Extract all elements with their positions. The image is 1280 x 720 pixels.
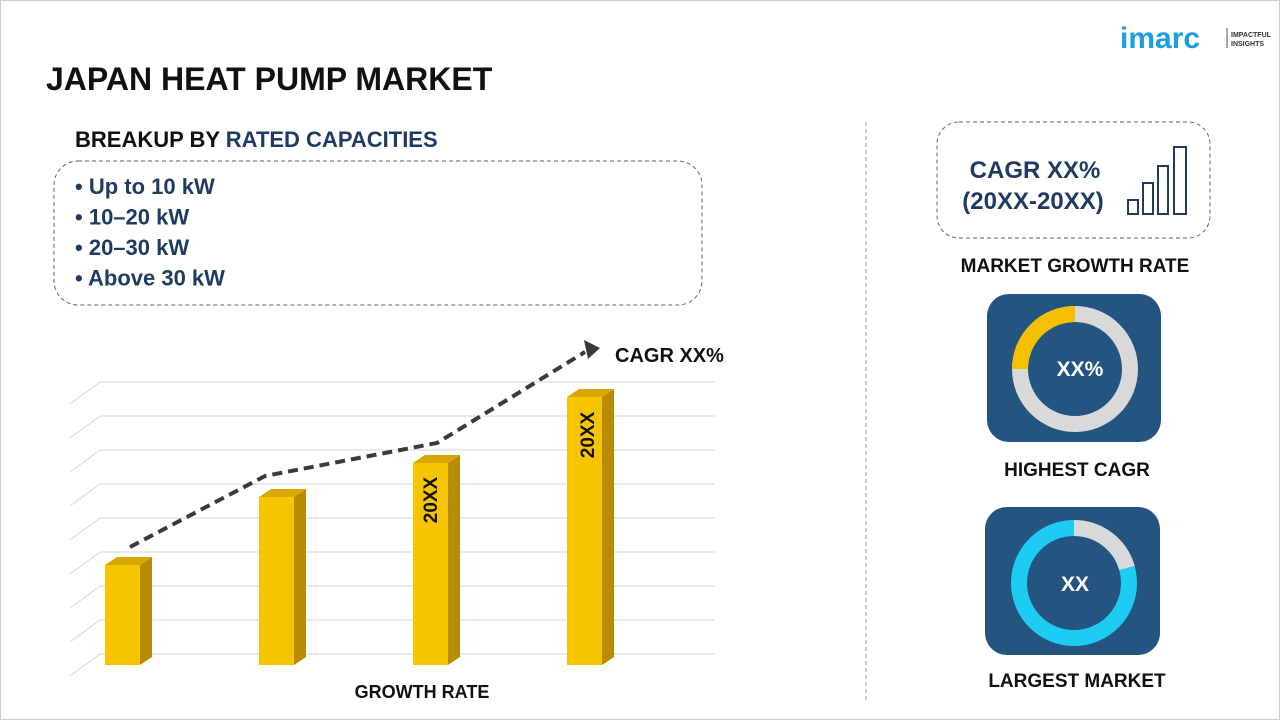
bar (567, 397, 602, 665)
bar-side (140, 557, 152, 665)
bullet: • (75, 266, 88, 291)
cagr-label: CAGR XX% (615, 345, 724, 367)
growth-caption: MARKET GROWTH RATE (961, 256, 1190, 277)
bar-top (259, 489, 306, 497)
breakup-highlight: RATED CAPACITIES (226, 127, 438, 152)
breakup-prefix: BREAKUP BY (75, 127, 220, 152)
bullet: • (75, 235, 89, 260)
grid-line (69, 449, 715, 473)
largest-value: XX (1061, 573, 1089, 596)
grid-line (69, 585, 715, 609)
highest-value: XX% (1057, 358, 1104, 381)
bar-top (567, 389, 614, 397)
bullet: • (75, 205, 89, 230)
axis-label: GROWTH RATE (355, 682, 490, 702)
breakup-box (53, 160, 703, 306)
breakup-item: • Up to 10 kW (75, 174, 215, 199)
bullet: • (75, 174, 89, 199)
donut-gap (1073, 519, 1135, 571)
bar-side (602, 389, 614, 665)
bar-label: 20XX (578, 411, 599, 458)
growth-icon (1127, 146, 1187, 215)
grid-line (69, 381, 715, 405)
breakup-item: • 10–20 kW (75, 205, 189, 230)
grid-line (69, 653, 715, 677)
trend-line (129, 350, 587, 549)
breakup-item: • 20–30 kW (75, 235, 189, 260)
title: JAPAN HEAT PUMP MARKET (46, 61, 493, 97)
logo-name: imarc (1120, 22, 1200, 55)
growth-line1: CAGR XX% (970, 157, 1101, 184)
breakup-item: • Above 30 kW (75, 266, 225, 291)
growth-box (936, 121, 1211, 239)
item-text: 10–20 kW (89, 205, 190, 230)
item-text: Above 30 kW (88, 266, 225, 291)
grid-line (69, 517, 715, 541)
bar (105, 565, 140, 665)
item-text: 20–30 kW (89, 235, 190, 260)
grid-line (69, 483, 715, 507)
bar-label: 20XX (421, 476, 442, 523)
donut-arc (1012, 306, 1076, 370)
largest-caption: LARGEST MARKET (988, 671, 1166, 692)
logo-tagline: INSIGHTS (1231, 41, 1264, 48)
item-text: Up to 10 kW (89, 174, 215, 199)
breakup-heading: BREAKUP BY RATED CAPACITIES (75, 127, 438, 152)
bar (413, 463, 448, 665)
bar-side (294, 489, 306, 665)
bar-side (448, 455, 460, 665)
highest-caption: HIGHEST CAGR (1004, 460, 1150, 481)
growth-line2: (20XX-20XX) (962, 188, 1103, 215)
logo-tagline: IMPACTFUL (1231, 32, 1272, 39)
trend-arrow (584, 340, 600, 359)
grid-line (69, 415, 715, 439)
bar-top (413, 455, 460, 463)
grid-line (69, 619, 715, 643)
bar (259, 497, 294, 665)
bar-top (105, 557, 152, 565)
grid-line (69, 551, 715, 575)
